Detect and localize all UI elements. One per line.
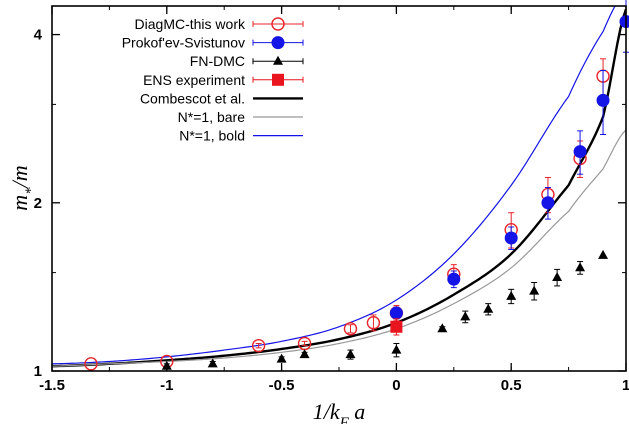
data-points [84,0,629,371]
legend-marker [271,36,285,50]
legend-marker [272,73,284,86]
point-series-1 [596,93,610,107]
point-series-2 [575,262,586,272]
point-series-2 [529,285,540,295]
legend-label: ENS experiment [143,72,245,88]
x-tick-label: -1.5 [39,377,65,394]
point-series-3 [390,320,403,333]
point-series-2 [391,344,402,354]
axes: -1.5 -1 -0.5 0 0.5 1 1 2 4 [34,6,629,394]
y-tick-label: 1 [34,363,42,380]
y-tick-label: 2 [34,195,42,212]
legend-label: FN-DMC [190,53,245,69]
legend-marker [271,17,285,31]
point-series-2 [460,311,471,321]
point-series-1 [573,145,587,159]
legend-label: Combescot et al. [140,90,245,106]
point-series-1 [504,231,518,245]
curve-2 [52,6,616,365]
point-series-2 [345,349,356,359]
y-tick-label: 4 [34,27,43,44]
x-axis-label: 1/kF a [313,399,366,424]
point-series-2 [483,303,494,313]
legend: DiagMC-this work Prokof'ev-Svistunov FN-DM… [122,16,304,144]
legend-marker [273,55,283,65]
point-series-2 [207,358,218,368]
point-series-1 [541,196,555,210]
legend-label: N*=1, bold [179,128,245,144]
point-series-2 [598,249,609,259]
model-curves [52,6,626,368]
plot-frame [51,5,627,372]
point-series-0 [84,357,98,371]
point-series-2 [299,349,310,359]
point-series-2 [161,360,172,370]
x-tick-label: -1 [160,377,173,394]
curve-1 [52,129,626,367]
point-series-2 [506,290,517,300]
point-series-0 [251,338,266,353]
point-series-2 [276,353,287,363]
point-series-0 [343,322,358,336]
x-tick-label: 0.5 [501,377,522,394]
point-series-1 [447,272,461,286]
point-series-1 [389,306,403,320]
point-series-2 [437,323,448,333]
x-tick-label: 0 [392,377,400,394]
legend-label: Prokof'ev-Svistunov [122,35,245,51]
legend-label: N*=1, bare [178,109,246,125]
curve-0 [52,8,626,368]
x-tick-label: 1 [622,377,629,394]
point-series-1 [619,15,629,29]
point-series-2 [552,272,563,282]
x-tick-label: -0.5 [269,377,295,394]
point-series-0 [366,316,381,330]
legend-label: DiagMC-this work [135,16,246,32]
